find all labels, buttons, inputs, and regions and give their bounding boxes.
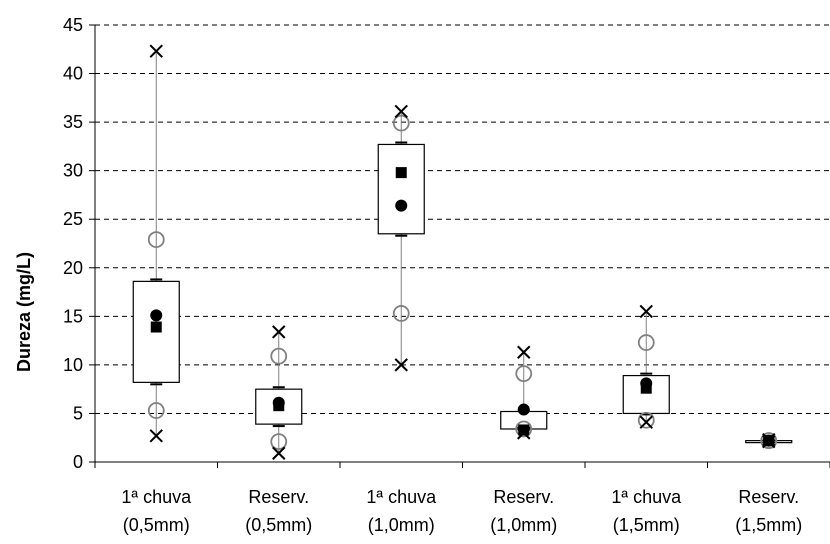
cross-stroke bbox=[272, 446, 286, 460]
y-tick-label: 10 bbox=[63, 355, 83, 375]
max-marker bbox=[394, 104, 408, 119]
median-marker bbox=[150, 309, 163, 322]
y-tick-label: 25 bbox=[63, 209, 83, 229]
cross-stroke bbox=[272, 325, 286, 339]
y-tick-label: 40 bbox=[63, 64, 83, 84]
p90-marker bbox=[515, 365, 533, 383]
y-tick-label: 15 bbox=[63, 306, 83, 326]
p90-marker bbox=[637, 334, 655, 351]
mean-marker bbox=[395, 167, 407, 179]
x-tick-label: 1ª chuva bbox=[611, 487, 682, 507]
grid-lines bbox=[95, 24, 830, 414]
x-tick-label: 1ª chuva bbox=[121, 487, 192, 507]
p90-marker bbox=[270, 347, 288, 365]
max-marker bbox=[639, 304, 653, 319]
y-tick-label: 45 bbox=[63, 15, 83, 35]
x-tick-label: (0,5mm) bbox=[123, 515, 190, 535]
y-tick-label: 30 bbox=[63, 161, 83, 181]
min-marker bbox=[639, 415, 653, 429]
p10-marker bbox=[270, 433, 288, 451]
mean-marker bbox=[150, 321, 162, 333]
p10-marker bbox=[147, 402, 165, 419]
p10-marker bbox=[760, 432, 778, 450]
mean-marker bbox=[518, 424, 530, 436]
axis-labels: 0 5 10 15 20 25 30 35 40 45 1ª chuva (0,5mm) Reserv.… bbox=[63, 15, 802, 535]
min-marker bbox=[272, 446, 286, 460]
median-marker bbox=[640, 377, 653, 390]
x-tick-label: Reserv. bbox=[738, 487, 799, 507]
x-tick-label: (1,5mm) bbox=[735, 515, 802, 535]
cross-stroke bbox=[517, 345, 531, 359]
median-marker bbox=[517, 403, 530, 416]
marker-series bbox=[147, 44, 778, 460]
y-tick-label: 5 bbox=[73, 403, 83, 423]
x-tick-label: 1ª chuva bbox=[366, 487, 437, 507]
x-tick-label: Reserv. bbox=[248, 487, 309, 507]
y-axis-title: Dureza (mg/L) bbox=[14, 252, 34, 372]
x-tick-label: (0,5mm) bbox=[245, 515, 312, 535]
y-tick-label: 0 bbox=[73, 452, 83, 472]
median-marker bbox=[272, 396, 285, 409]
cross-stroke bbox=[639, 415, 653, 429]
p90-marker bbox=[392, 114, 410, 132]
box-series bbox=[132, 51, 793, 454]
min-marker bbox=[394, 358, 408, 372]
x-tick-label: (1,0mm) bbox=[368, 515, 435, 535]
p90-marker bbox=[147, 231, 165, 249]
cross-stroke bbox=[149, 44, 163, 58]
y-tick-label: 20 bbox=[63, 258, 83, 278]
max-marker bbox=[517, 345, 531, 359]
p10-marker bbox=[392, 305, 410, 322]
min-marker bbox=[149, 429, 163, 443]
p10-marker bbox=[515, 420, 533, 438]
cross-stroke bbox=[394, 104, 408, 119]
y-tick-label: 35 bbox=[63, 112, 83, 132]
cross-stroke bbox=[639, 304, 653, 319]
cross-stroke bbox=[394, 358, 408, 372]
x-tick-label: (1,0mm) bbox=[490, 515, 557, 535]
axes bbox=[89, 24, 830, 468]
median-marker bbox=[762, 434, 775, 447]
max-marker bbox=[272, 325, 286, 339]
iqr-box bbox=[377, 143, 425, 235]
max-marker bbox=[149, 44, 163, 58]
x-tick-label: Reserv. bbox=[493, 487, 554, 507]
x-tick-label: (1,5mm) bbox=[613, 515, 680, 535]
median-marker bbox=[395, 199, 408, 212]
p10-marker bbox=[637, 411, 655, 429]
cross-stroke bbox=[149, 429, 163, 443]
